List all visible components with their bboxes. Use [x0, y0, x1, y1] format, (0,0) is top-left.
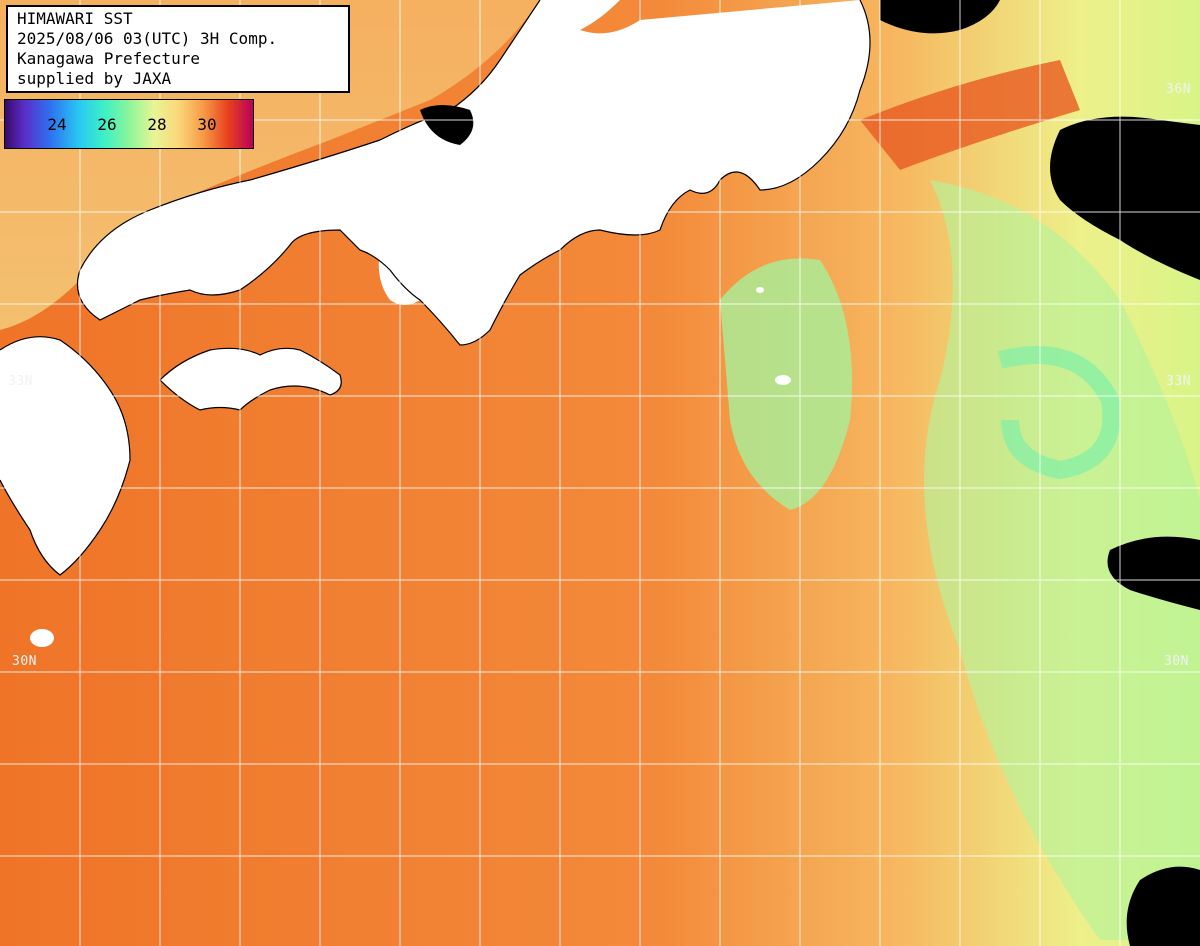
credit-label: supplied by JAXA	[17, 69, 172, 88]
lat-label-30n-left: 30N	[12, 654, 37, 669]
island-small-2	[756, 287, 764, 293]
cloud-southeast	[1126, 866, 1200, 946]
island-small-1	[775, 375, 791, 385]
land-kii	[378, 245, 425, 305]
land-honshu	[77, 0, 870, 345]
cloud-east-mid	[1107, 536, 1200, 610]
legend-tick-26: 26	[97, 115, 117, 134]
timestamp-label: 2025/08/06 03(UTC) 3H Comp.	[17, 29, 278, 48]
prefecture-label: Kanagawa Prefecture	[17, 49, 201, 68]
product-title: HIMAWARI SST	[17, 9, 133, 28]
cloud-top-right	[880, 0, 1000, 34]
lat-label-33n-left: 33N	[8, 374, 33, 389]
warm-water-tongue	[860, 60, 1080, 170]
coast-kyushu-outline	[0, 336, 131, 576]
legend-tick-24: 24	[47, 115, 67, 134]
legend-tick-30: 30	[197, 115, 217, 134]
cloud-northeast	[1050, 116, 1200, 281]
cool-water-swirl	[997, 346, 1121, 480]
info-box: HIMAWARI SST 2025/08/06 03(UTC) 3H Comp.…	[6, 5, 350, 93]
land-shikoku	[160, 348, 342, 410]
lat-label-36n: 36N	[1166, 82, 1191, 97]
legend-tick-28: 28	[147, 115, 167, 134]
color-legend: 24 26 28 30	[4, 99, 254, 149]
lat-label-33n-right: 33N	[1166, 374, 1191, 389]
cool-water-band	[924, 180, 1200, 940]
coast-shikoku-outline	[159, 347, 342, 411]
cloud-osaka-bay	[420, 105, 474, 145]
island-yakushima	[30, 629, 54, 647]
lat-label-30n-right: 30N	[1164, 654, 1189, 669]
